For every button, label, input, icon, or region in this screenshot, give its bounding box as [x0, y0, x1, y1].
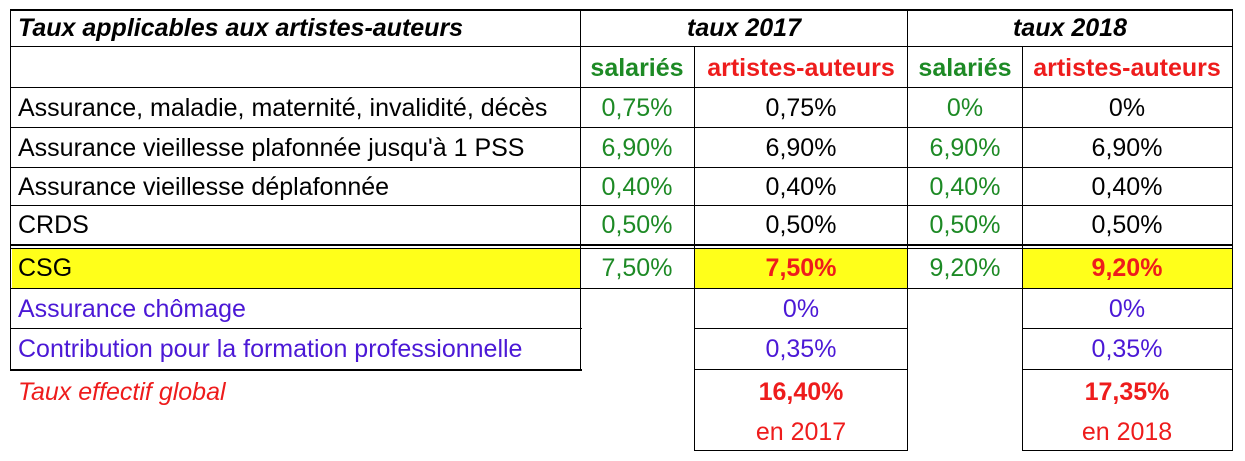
- cell-art2017: 0,40%: [765, 172, 837, 201]
- cell-sal2018: 6,90%: [929, 133, 1001, 162]
- grid-line: [580, 9, 581, 370]
- cell-sal2018: 9,20%: [929, 254, 1001, 282]
- cell-art2018: 6,90%: [1091, 133, 1163, 162]
- cell-sal2018: 0,40%: [929, 172, 1001, 201]
- cell-art2017: 0%: [782, 294, 820, 323]
- cell-art2018: 0,40%: [1091, 172, 1163, 201]
- cell-art2018: 0,35%: [1091, 334, 1163, 363]
- cell-art2018: 9,20%: [1022, 249, 1232, 288]
- grid-line: [10, 46, 1233, 47]
- grid-line: [10, 369, 582, 371]
- grid-line: [907, 9, 908, 451]
- cell-sal2018: 0%: [946, 93, 984, 122]
- cell-sal2017: 0,75%: [601, 93, 673, 122]
- grid-line: [10, 328, 582, 329]
- cell-sal2017: 0,50%: [601, 210, 673, 239]
- total-value-2017: 16,40%: [758, 377, 844, 406]
- cell-sal2017: 6,90%: [601, 133, 673, 162]
- row-label-assurance-chomage: Assurance chômage: [18, 294, 246, 323]
- grid-line: [1022, 369, 1233, 370]
- grid-line: [10, 9, 1233, 11]
- cell-art2018: 0%: [1108, 294, 1146, 323]
- grid-line: [694, 328, 908, 329]
- year-2018-header: taux 2018: [1013, 13, 1127, 42]
- total-label: Taux effectif global: [18, 377, 226, 406]
- total-caption-2018: en 2018: [1081, 417, 1173, 446]
- salaries-2018-header: salariés: [918, 53, 1012, 82]
- grid-line: [1022, 328, 1233, 329]
- row-label-vieillesse-deplafonnee: Assurance vieillesse déplafonnée: [18, 172, 390, 201]
- row-label-csg: CSG: [12, 249, 580, 288]
- cell-art2018: 0,50%: [1091, 210, 1163, 239]
- year-2017-header: taux 2017: [687, 13, 801, 42]
- grid-line: [694, 450, 908, 451]
- artistes-2018-header: artistes-auteurs: [1033, 53, 1221, 82]
- grid-line: [10, 167, 1233, 168]
- row-label-assurance-maladie: Assurance, maladie, maternité, invalidit…: [18, 93, 548, 122]
- grid-line: [10, 9, 11, 370]
- cell-sal2017: 0,40%: [601, 172, 673, 201]
- table-title: Taux applicables aux artistes-auteurs: [18, 13, 464, 42]
- artistes-2017-header: artistes-auteurs: [707, 53, 895, 82]
- row-label-vieillesse-plafonnee: Assurance vieillesse plafonnée jusqu'à 1…: [18, 133, 525, 162]
- grid-line: [1232, 9, 1233, 451]
- row-label-formation-professionnelle: Contribution pour la formation professio…: [18, 334, 523, 363]
- grid-line: [10, 87, 1233, 88]
- total-value-2018: 17,35%: [1084, 377, 1170, 406]
- grid-line: [10, 244, 1233, 246]
- grid-line: [10, 288, 1233, 289]
- grid-line: [694, 47, 695, 451]
- cell-art2017: 0,50%: [765, 210, 837, 239]
- salaries-2017-header: salariés: [590, 53, 684, 82]
- cell-art2018: 0%: [1108, 93, 1146, 122]
- cell-sal2018: 0,50%: [929, 210, 1001, 239]
- cell-art2017: 0,35%: [765, 334, 837, 363]
- grid-line: [1022, 47, 1023, 451]
- grid-line: [10, 205, 1233, 206]
- grid-line: [10, 127, 1233, 128]
- cell-sal2017: 7,50%: [601, 254, 673, 282]
- row-label-crds: CRDS: [18, 210, 89, 239]
- grid-line: [10, 248, 1233, 249]
- grid-line: [694, 369, 908, 370]
- grid-line: [1022, 450, 1233, 451]
- total-caption-2017: en 2017: [755, 417, 847, 446]
- cell-art2017: 0,75%: [765, 93, 837, 122]
- cell-art2017: 7,50%: [694, 249, 908, 288]
- cell-art2017: 6,90%: [765, 133, 837, 162]
